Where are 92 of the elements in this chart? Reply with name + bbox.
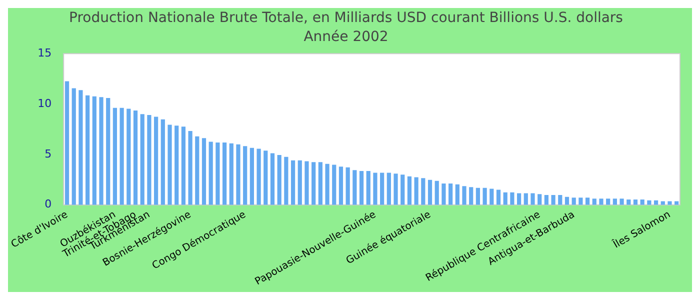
- y-tick-label: 15: [38, 46, 52, 60]
- bar: [558, 195, 562, 205]
- bar: [373, 172, 378, 205]
- bar: [448, 183, 453, 205]
- bar: [99, 97, 104, 205]
- y-tick-label: 0: [44, 198, 52, 211]
- bar: [578, 198, 583, 205]
- bar: [366, 171, 370, 205]
- bar: [106, 98, 110, 205]
- bar: [64, 81, 70, 205]
- y-tick-label: 5: [44, 147, 52, 160]
- bar: [359, 171, 364, 205]
- bar: [599, 198, 604, 205]
- bar: [264, 150, 268, 205]
- bar: [592, 198, 596, 205]
- bar: [428, 180, 432, 205]
- bar: [78, 90, 83, 205]
- bar: [407, 176, 412, 205]
- bar: [188, 131, 192, 205]
- bar: [421, 178, 426, 205]
- bar: [222, 142, 227, 205]
- bar: [112, 108, 118, 205]
- bar: [154, 116, 158, 205]
- bar: [140, 114, 144, 205]
- bar: [202, 138, 206, 205]
- bar: [462, 186, 466, 205]
- bar: [469, 187, 474, 205]
- bar: [585, 198, 590, 205]
- bar: [277, 155, 282, 205]
- bar: [530, 193, 535, 205]
- bar: [640, 199, 644, 205]
- bar: [606, 198, 610, 205]
- bar: [380, 172, 384, 205]
- bar: [270, 153, 275, 205]
- bar: [304, 161, 309, 205]
- chart-subtitle: Année 2002: [304, 28, 388, 45]
- bar: [195, 136, 200, 205]
- bar: [668, 201, 672, 205]
- bar: [626, 199, 631, 205]
- bar: [256, 148, 261, 205]
- bar: [564, 196, 570, 205]
- bar: [229, 143, 234, 205]
- bar: [490, 188, 494, 205]
- bar: [120, 108, 124, 205]
- bar: [208, 142, 213, 205]
- bar: [352, 170, 357, 205]
- bar: [476, 188, 480, 205]
- bar: [386, 172, 391, 205]
- bar: [455, 184, 460, 205]
- bar: [160, 119, 165, 205]
- bar: [126, 108, 131, 205]
- bar: [243, 146, 248, 205]
- bar: [181, 126, 186, 205]
- bar: [86, 95, 90, 205]
- bar: [290, 160, 296, 205]
- y-tick-label: 10: [38, 96, 52, 110]
- bar: [551, 195, 556, 205]
- bar: [133, 110, 138, 205]
- bar: [394, 174, 398, 205]
- bar: [284, 156, 288, 205]
- bar: [216, 142, 220, 205]
- bar: [620, 198, 624, 205]
- bar: [338, 166, 344, 205]
- bar: [318, 162, 322, 205]
- bar: [503, 192, 508, 205]
- bar: [482, 188, 487, 205]
- bar: [332, 164, 336, 205]
- bar: [92, 96, 96, 205]
- bar: [442, 183, 446, 205]
- bar: [524, 193, 528, 205]
- bar: [612, 198, 617, 205]
- bar: [516, 193, 522, 205]
- bar: [312, 162, 316, 205]
- bar: [400, 174, 405, 205]
- bar: [236, 144, 240, 205]
- bar: [496, 190, 501, 205]
- bar: [174, 126, 179, 205]
- bar: [538, 194, 542, 205]
- bar: [72, 88, 76, 205]
- bar: [633, 199, 638, 205]
- bar: [325, 164, 330, 205]
- bar: [434, 180, 439, 205]
- bar: [572, 198, 576, 205]
- bar: [298, 160, 302, 205]
- bar: [168, 124, 172, 205]
- chart-title: Production Nationale Brute Totale, en Milliards USD courant Billions U.S. dollars: [69, 10, 623, 26]
- bar: [544, 195, 548, 205]
- bar: [414, 177, 418, 205]
- bar: [147, 114, 152, 205]
- bar: [250, 148, 254, 205]
- bar: [346, 167, 350, 205]
- bar: [510, 192, 514, 205]
